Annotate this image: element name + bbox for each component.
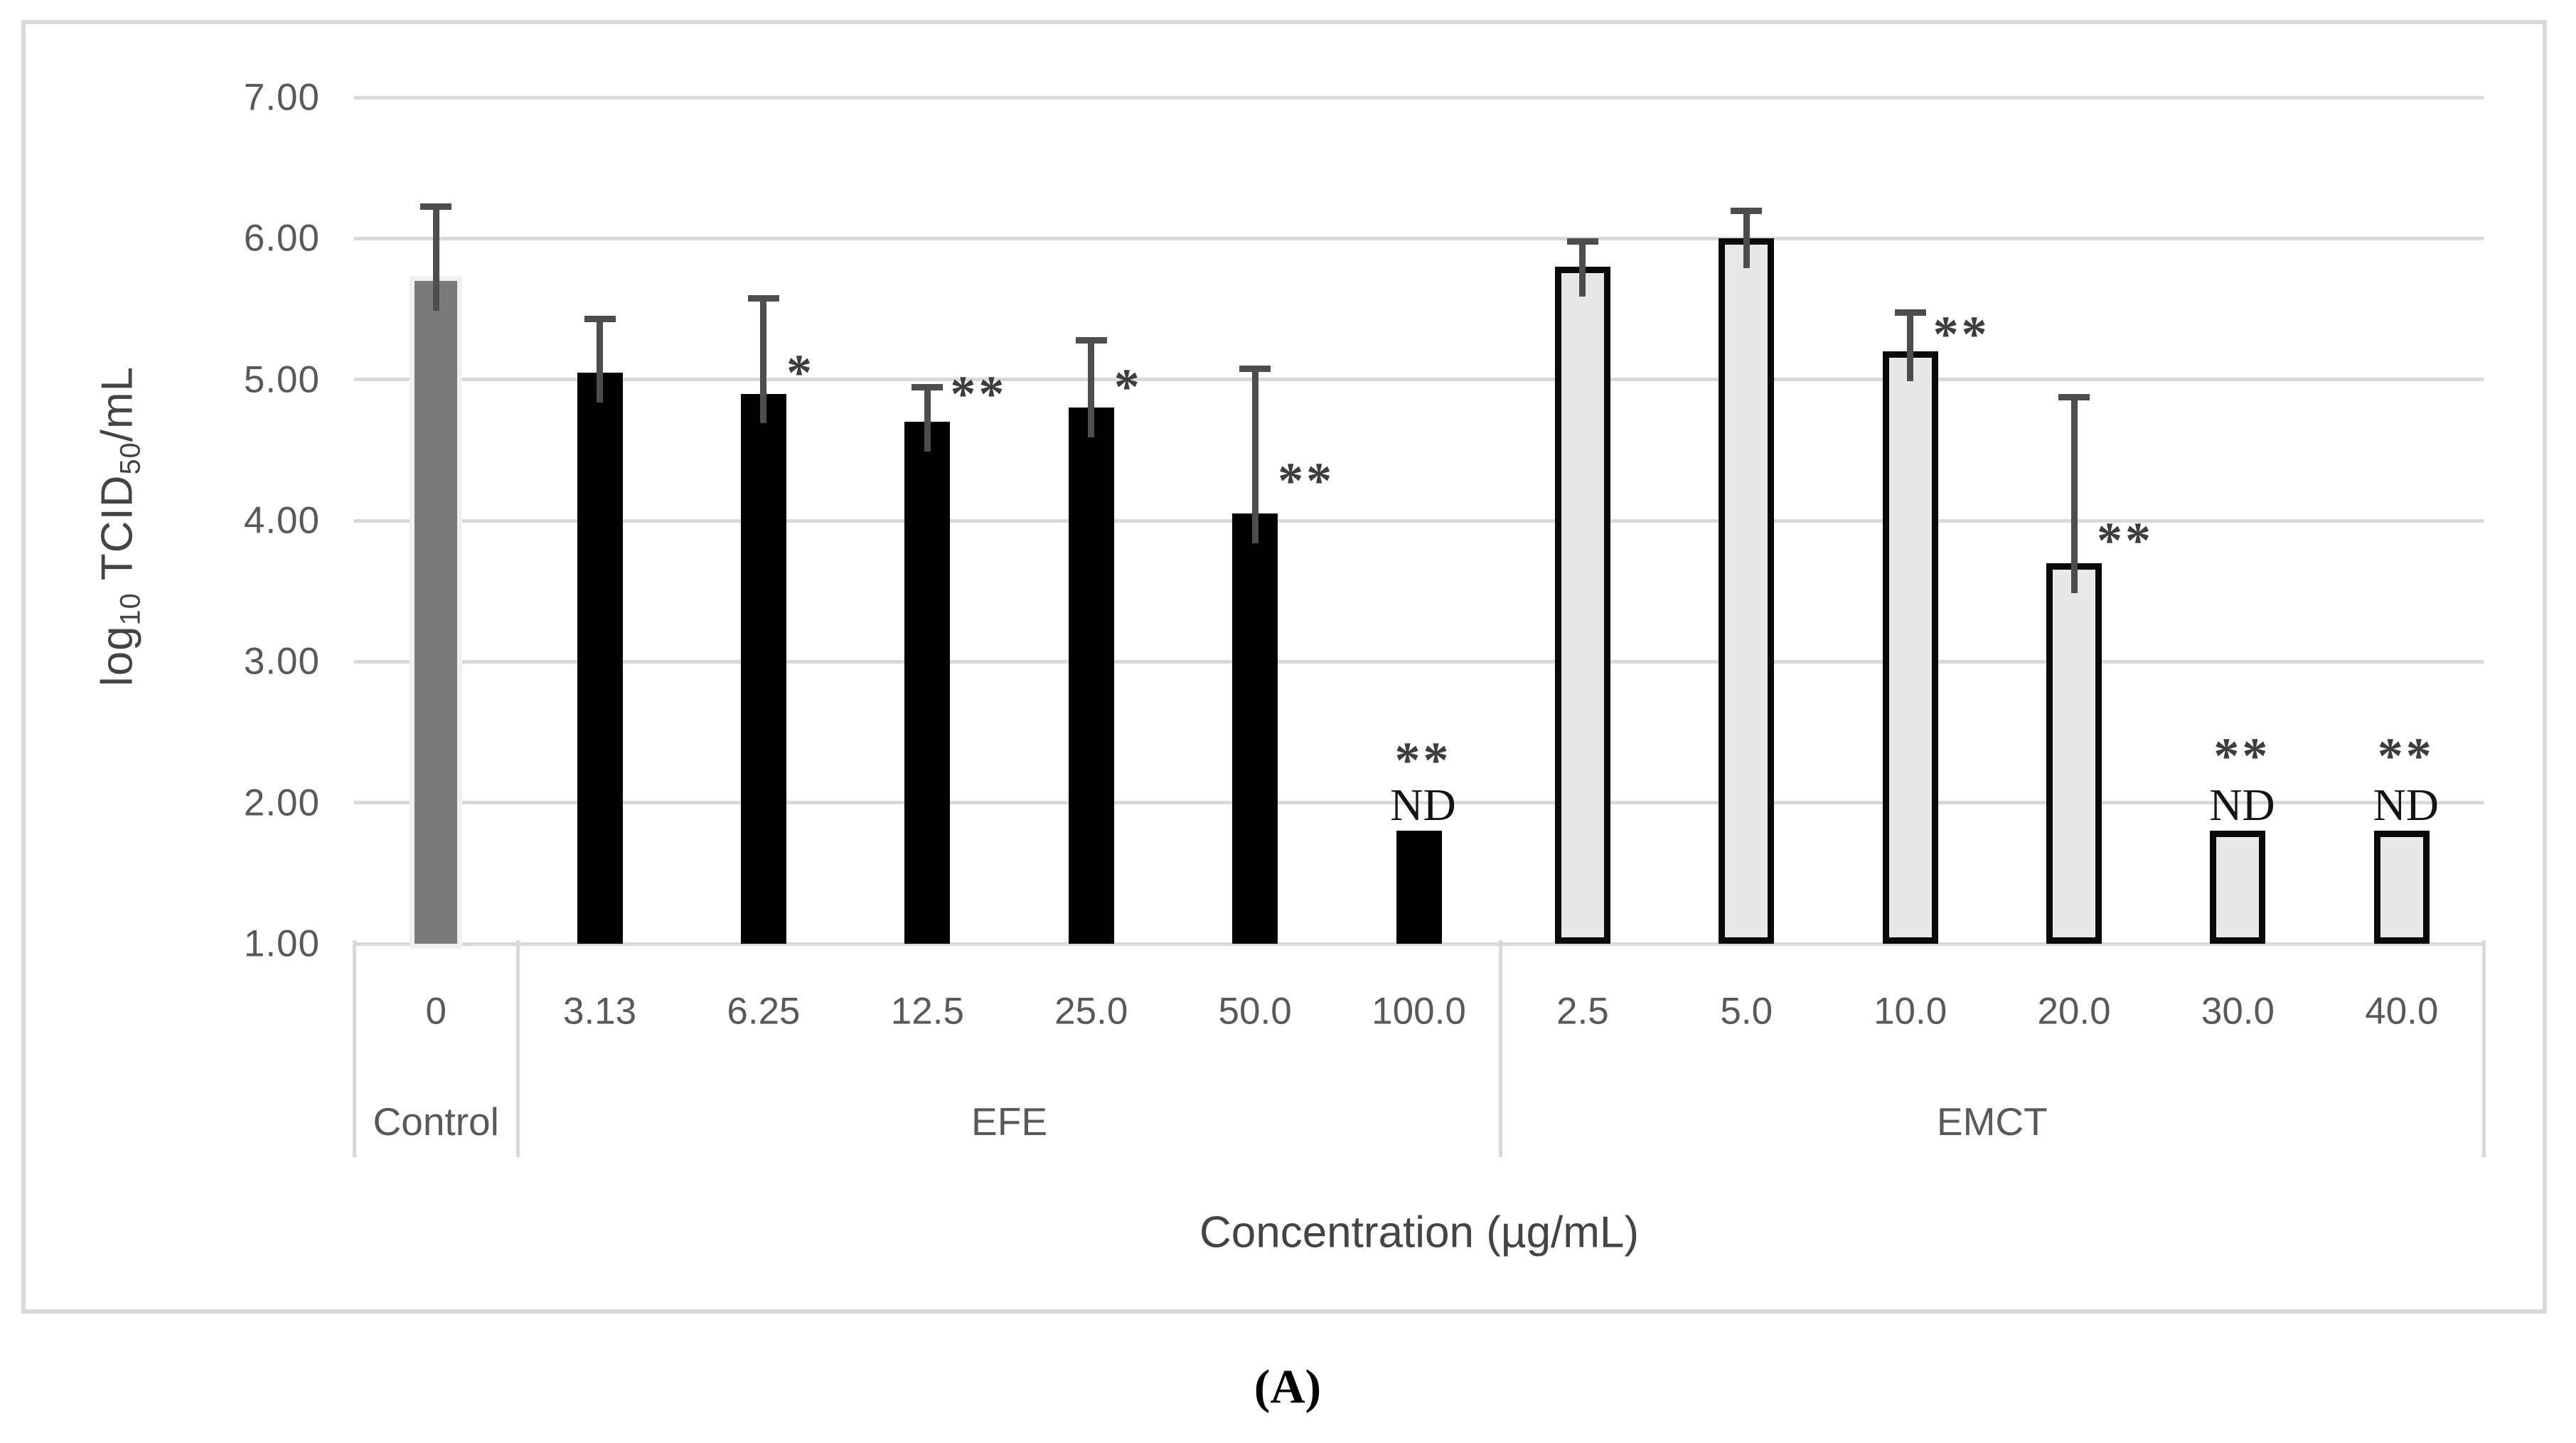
y-axis-title-tcid: TCID: [92, 474, 142, 593]
gridline-y-7.00: [354, 95, 2484, 100]
error-bar-cap: [1566, 238, 1598, 245]
bar-2.5: [1554, 267, 1610, 944]
error-bar-line: [1088, 337, 1095, 438]
gridline-y-4.00: [354, 518, 2484, 523]
nd-label: ND: [2209, 779, 2275, 831]
x-tick-label-5.0: 5.0: [1720, 990, 1773, 1033]
bar-5.0: [1719, 238, 1775, 944]
y-tick-label: 7.00: [243, 76, 320, 119]
significance-stars: **: [950, 365, 1008, 422]
bar-6.25: [740, 393, 786, 944]
y-tick-label: 2.00: [243, 782, 320, 824]
group-separator: [1499, 940, 1503, 1157]
significance-stars: *: [786, 344, 815, 401]
error-bar-line: [1743, 207, 1750, 269]
x-tick-label-10.0: 10.0: [1874, 990, 1947, 1033]
x-tick-label-2.5: 2.5: [1556, 990, 1609, 1033]
x-tick-label-0: 0: [425, 990, 447, 1033]
y-axis-title-log-subscript: 10: [114, 592, 146, 626]
error-bar-line: [2070, 393, 2078, 593]
y-axis-title-per-ml: /mL: [92, 366, 142, 442]
x-tick-label-30.0: 30.0: [2201, 990, 2275, 1033]
significance-stars: **: [2213, 728, 2271, 785]
error-bar-cap: [1894, 309, 1926, 316]
x-tick-label-3.13: 3.13: [562, 990, 637, 1033]
error-bar-line: [597, 316, 604, 403]
y-axis-title-log: log: [92, 625, 142, 687]
group-label-Control: Control: [373, 1099, 499, 1144]
significance-stars: **: [1394, 732, 1452, 789]
x-axis-title: Concentration (µg/mL): [1199, 1208, 1640, 1257]
error-bar-cap: [912, 383, 944, 390]
y-tick-label: 3.00: [243, 640, 320, 683]
error-bar-cap: [2058, 393, 2090, 400]
bar-50.0: [1232, 513, 1278, 944]
x-tick-label-20.0: 20.0: [2037, 990, 2111, 1033]
x-tick-label-12.5: 12.5: [890, 990, 964, 1033]
bar-30.0: [2210, 831, 2266, 944]
gridline-y-1.00: [354, 942, 2484, 946]
error-bar-line: [1907, 309, 1914, 381]
group-label-EFE: EFE: [971, 1099, 1048, 1144]
x-tick-label-25.0: 25.0: [1054, 990, 1128, 1033]
nd-label: ND: [1390, 779, 1456, 831]
group-separator: [515, 940, 520, 1157]
significance-stars: **: [2097, 511, 2154, 569]
x-tick-label-50.0: 50.0: [1218, 990, 1292, 1033]
nd-label: ND: [2373, 779, 2439, 831]
error-bar-line: [1579, 238, 1586, 297]
bar-0: [410, 275, 463, 949]
x-tick-label-6.25: 6.25: [727, 990, 801, 1033]
y-axis-title: log10 TCID50/mL: [92, 366, 146, 686]
gridline-y-6.00: [354, 236, 2484, 240]
y-axis-title-tcid-subscript: 50: [114, 442, 146, 475]
y-tick-label: 1.00: [243, 922, 320, 965]
gridline-y-5.00: [354, 378, 2484, 382]
error-bar-line: [1251, 365, 1258, 544]
group-separator: [352, 940, 356, 1157]
error-bar-cap: [1075, 337, 1107, 344]
significance-stars: *: [1113, 358, 1143, 415]
error-bar-line: [924, 383, 931, 452]
error-bar-cap: [420, 203, 452, 210]
bar-3.13: [577, 372, 623, 944]
bar-100.0: [1396, 831, 1442, 944]
bar-20.0: [2046, 563, 2102, 944]
y-tick-label: 5.00: [243, 358, 320, 401]
x-tick-label-40.0: 40.0: [2365, 990, 2439, 1033]
error-bar-cap: [747, 294, 779, 302]
significance-stars: **: [1278, 452, 1335, 510]
significance-stars: **: [1933, 306, 1990, 363]
bar-12.5: [904, 422, 951, 944]
group-label-EMCT: EMCT: [1936, 1099, 2048, 1144]
error-bar-line: [432, 203, 439, 311]
bar-40.0: [2373, 831, 2430, 944]
gridline-y-3.00: [354, 659, 2484, 664]
bar-25.0: [1068, 408, 1114, 944]
error-bar-line: [760, 294, 767, 424]
significance-stars: **: [2377, 728, 2435, 785]
x-tick-label-100.0: 100.0: [1372, 990, 1466, 1033]
gridline-y-2.00: [354, 801, 2484, 805]
y-tick-label: 6.00: [243, 217, 320, 260]
error-bar-cap: [584, 316, 616, 323]
error-bar-cap: [1731, 207, 1763, 214]
y-tick-label: 4.00: [243, 499, 320, 542]
figure-caption: (A): [1254, 1359, 1322, 1414]
bar-10.0: [1882, 351, 1938, 944]
error-bar-cap: [1239, 365, 1271, 372]
group-separator: [2481, 940, 2486, 1157]
